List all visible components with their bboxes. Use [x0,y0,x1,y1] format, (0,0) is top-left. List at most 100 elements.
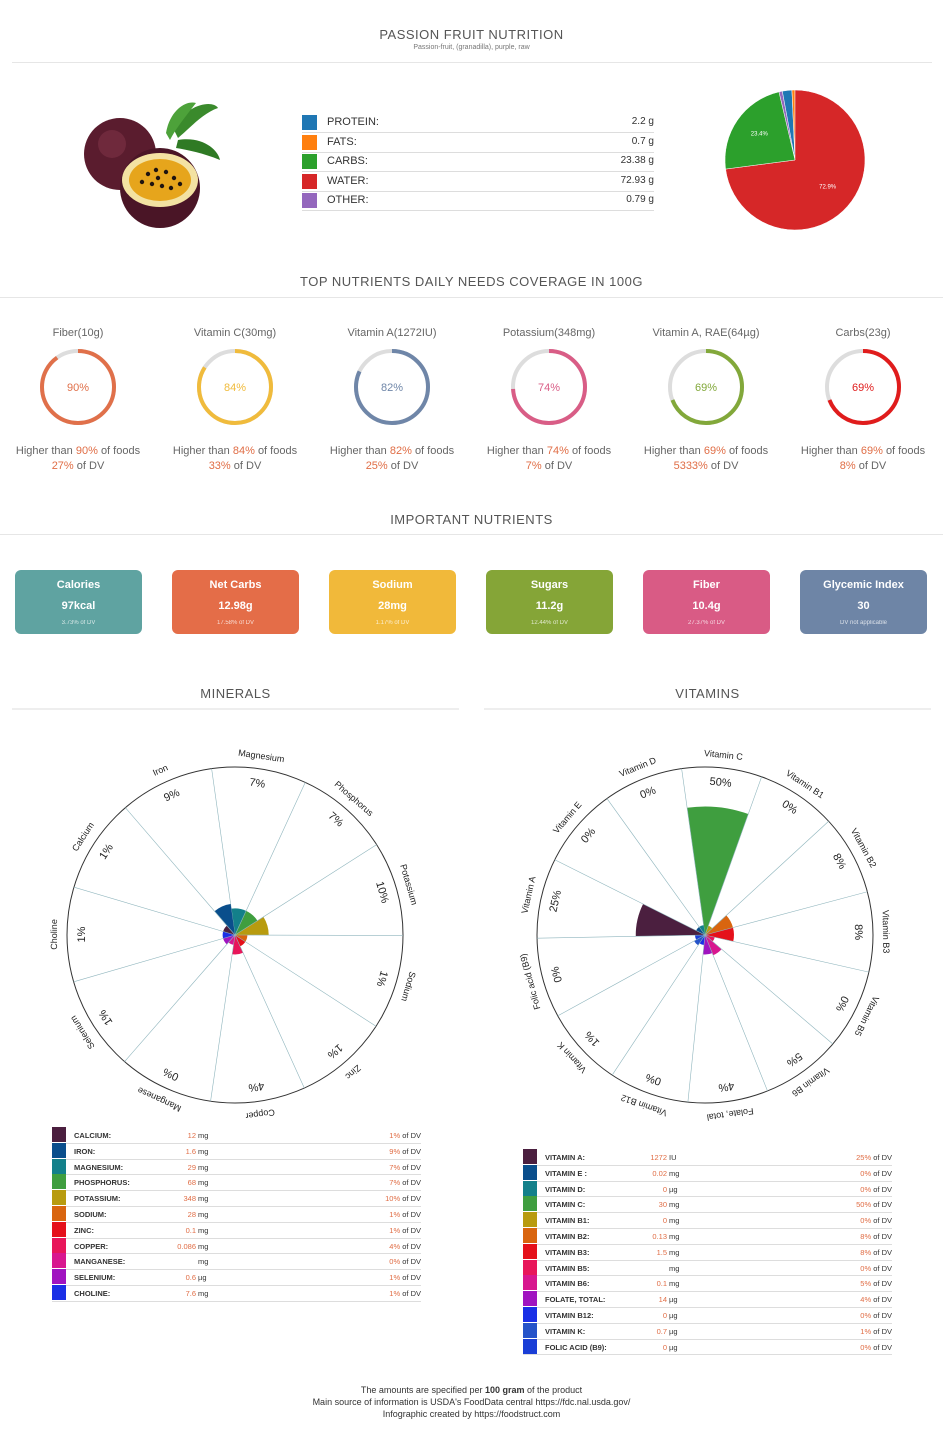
macro-label: PROTEIN: [327,116,379,128]
row-dv: 0% of DV [860,1185,892,1194]
row-value: 30 [658,1200,667,1210]
row-value: 0 [662,1342,667,1352]
coverage-ring: 82% [354,349,430,425]
card-dv: 27.37% of DV [687,620,726,626]
row-swatch [52,1142,66,1158]
coverage-item: Vitamin C(30mg) 84% Higher than 84% of foo… [160,327,310,477]
row-dv-label: of DV [402,1225,421,1235]
coverage-higher-text: Higher than 82% of foods [317,445,467,457]
polar-category-label: Vitamin K [555,1040,588,1075]
coverage-higher-text: Higher than 69% of foods [788,445,938,457]
coverage-ring-fill [40,349,116,425]
polar-value-label: 1% [325,1041,345,1061]
row-value: 0.086 [177,1241,196,1251]
header-divider [12,62,932,63]
macro-swatch [302,134,317,150]
coverage-ring: 74% [511,349,587,425]
coverage-higher: Higher than [486,445,544,457]
coverage-dv-text: 25% of DV [317,460,467,472]
row-value: 1.6 [185,1146,196,1156]
table-row: IRON: 1.6 mg 9% of DV [52,1142,421,1160]
footer-credit: Infographic created by https://foodstruc… [382,1409,561,1419]
coverage-dv-text: 8% of DV [788,460,938,472]
coverage-highlight: 69% [860,445,883,457]
row-label: SODIUM: [74,1210,107,1219]
table-row: FOLIC ACID (B9): 0 µg 0% of DV [523,1338,892,1356]
row-swatch [52,1285,66,1300]
row-dv-pct: 0% [860,1216,872,1226]
row-swatch [52,1127,66,1142]
card-dv: 1.17% of DV [375,620,410,626]
coverage-highlight: 74% [546,445,569,457]
row-label: SELENIUM: [74,1273,116,1283]
polar-value-label: 1% [582,1029,602,1049]
row-label: VITAMIN B1: [545,1216,590,1226]
polar-category-label: Vitamin C [704,748,744,762]
card-title: Net Carbs [209,579,262,591]
row-value: 0.13 [652,1232,667,1241]
row-label: MANGANESE: [74,1257,126,1267]
polar-category-label: Zinc [343,1063,363,1082]
nutrient-card: Sodium 28mg 1.17% of DV [329,570,456,634]
coverage-of-dv: of DV [858,460,887,472]
polar-category-label: Vitamin B3 [881,910,892,954]
polar-category-label: Magnesium [238,748,285,765]
row-dv-pct: 0% [389,1257,401,1267]
card-dv: 12.44% of DV [530,620,569,626]
coverage-of-foods: of foods [885,445,926,457]
card-value: 30 [857,600,870,612]
row-swatch [52,1158,66,1174]
polar-category-label: Vitamin B6 [790,1065,831,1098]
row-unit: µg [669,1295,678,1305]
row-unit: mg [198,1289,209,1298]
footer-bold: 100 gram [485,1385,525,1395]
row-dv: 0% of DV [860,1343,892,1352]
coverage-dv: 33% [208,460,231,472]
polar-category-label: Vitamin B1 [784,768,826,800]
macro-label: FATS: [327,135,357,148]
polar-spoke [704,934,768,1092]
row-swatch [523,1164,537,1180]
polar-category-label: Phosphorus [333,779,376,818]
polar-outer-ring [66,766,404,1104]
table-row: VITAMIN C: 30 mg 50% of DV [523,1196,892,1214]
row-label: VITAMIN B2: [545,1232,590,1241]
macro-label: WATER: [327,174,369,187]
row-dv: 7% of DV [389,1163,421,1172]
coverage-item: Vitamin A, RAE(64µg) 69% Higher than 69% o… [631,327,781,477]
polar-sector-vitamin-a [635,903,705,937]
row-dv: 1% of DV [389,1273,421,1282]
row-value: 0 [662,1216,667,1226]
polar-value-label: 0% [833,994,851,1014]
pie-label: 72.9% [819,185,837,191]
polar-category-label: Vitamin A [519,875,537,914]
polar-spoke [606,798,706,936]
coverage-ring: 90% [40,349,116,425]
important-title: IMPORTANT NUTRIENTS [390,512,553,527]
row-unit: mg [669,1216,680,1226]
coverage-of-foods: of foods [100,445,141,457]
polar-category-label: Vitamin B12 [620,1093,669,1119]
row-unit: IU [669,1153,677,1162]
row-dv-pct: 5% [860,1279,872,1289]
coverage-higher-text: Higher than 84% of foods [160,445,310,457]
row-dv: 8% of DV [860,1232,892,1241]
polar-spoke [125,807,236,936]
row-unit: mg [198,1225,209,1235]
macro-value: 72.93 g [620,174,654,186]
polar-value-label: 8% [830,852,848,872]
coverage-of-dv: of DV [544,460,573,472]
polar-spoke [210,934,236,1102]
polar-spoke [704,934,869,973]
polar-sector-copper [232,935,244,955]
row-label: FOLATE, TOTAL: [545,1295,606,1305]
row-dv-label: of DV [873,1200,892,1210]
polar-value-label: 9% [162,787,182,805]
row-label: FOLIC ACID (B9): [545,1342,607,1352]
nutrient-card: Net Carbs 12.98g 17.58% of DV [172,570,299,634]
macro-value: 0.7 g [631,135,654,147]
row-dv-pct: 0% [860,1342,872,1352]
row-label: MAGNESIUM: [74,1162,124,1172]
row-dv: 1% of DV [860,1327,892,1336]
